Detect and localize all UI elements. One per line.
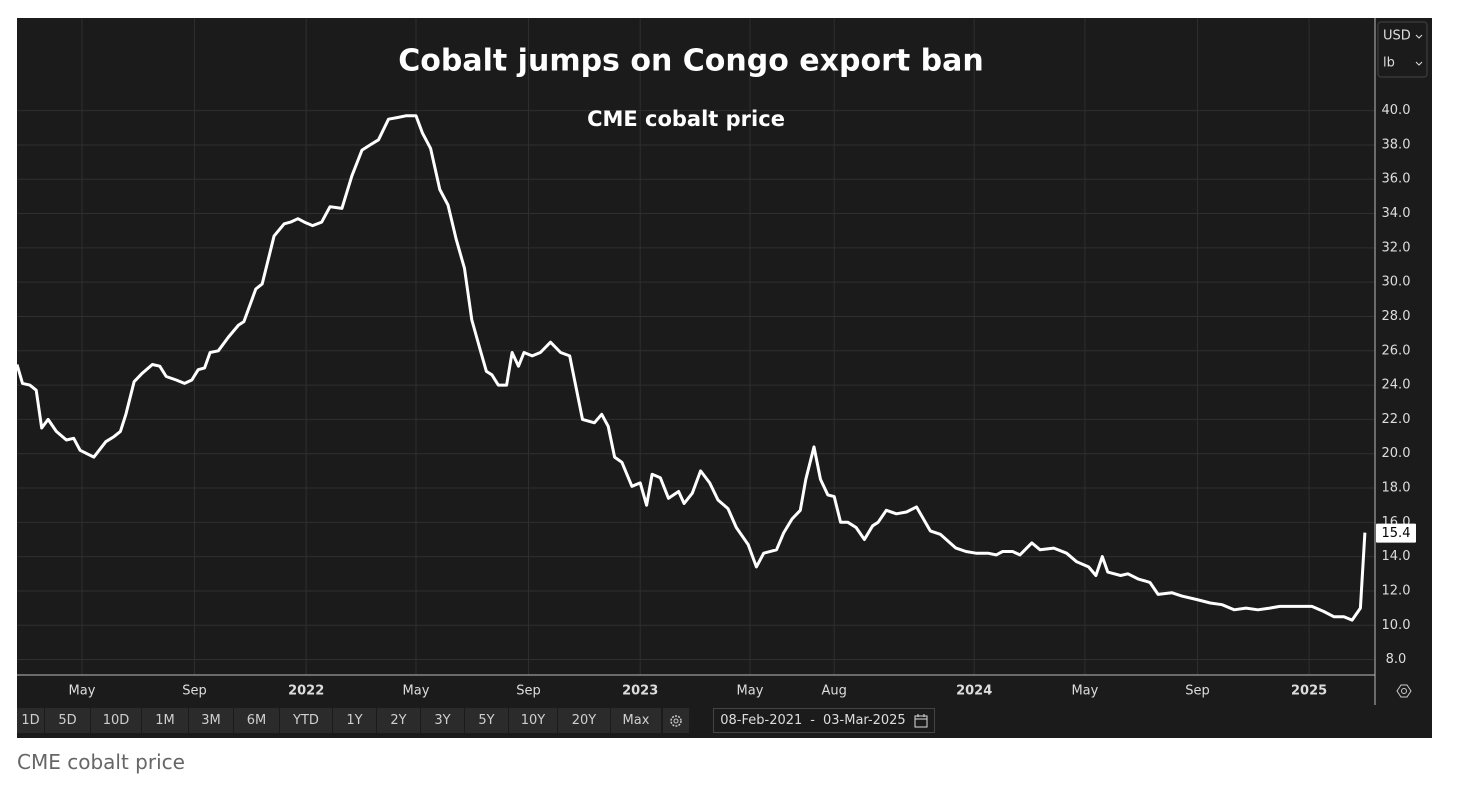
x-tick-label: 2025 [1291,684,1327,699]
last-value-tag [1376,523,1416,543]
settings-icon[interactable] [1396,684,1412,698]
range-button[interactable]: 2Y [377,708,420,733]
range-button[interactable]: Max [611,708,661,733]
x-tick-label: 2022 [288,684,324,699]
range-toolbar: 1D 5D 10D 1M 3M 6M YTD 1Y 2Y 3Y 5Y 10Y 20Y Max [17,708,689,733]
y-tick-label: 34.0 [1382,206,1411,221]
y-tick-label: 12.0 [1382,583,1411,598]
settings-hex [1396,684,1412,698]
grid [17,18,1375,675]
range-button[interactable]: 3M [189,708,233,733]
range-button[interactable]: 1Y [333,708,376,733]
chart-title: Cobalt jumps on Congo export ban [398,44,983,79]
chart-subtitle: CME cobalt price [587,107,785,131]
x-tick-label: May [403,684,430,699]
y-tick-label: 28.0 [1382,309,1411,324]
chevron [1415,34,1423,39]
x-tick-label: May [737,684,764,699]
y-tick-label: 8.0 [1386,652,1407,667]
range-button[interactable]: 1M [142,708,188,733]
calendar-icon [914,713,928,727]
y-tick-label: 14.0 [1382,549,1411,564]
gear-icon [670,714,682,727]
x-tick-label: Aug [821,684,846,699]
range-button[interactable]: 6M [234,708,279,733]
currency-select[interactable]: USD [1383,29,1411,44]
y-tick-label: 18.0 [1382,481,1411,496]
date-range[interactable]: 08-Feb-2021 - 03-Mar-2025 [713,708,935,733]
range-button[interactable]: 10D [91,708,141,733]
y-tick-label: 38.0 [1382,137,1411,152]
x-tick-label: Sep [516,684,541,699]
y-tick-label: 40.0 [1382,103,1411,118]
y-tick-label: 24.0 [1382,378,1411,393]
chevron [1415,61,1423,66]
range-button[interactable]: 20Y [558,708,610,733]
price-line [15,114,1367,622]
y-tick-label: 10.0 [1382,618,1411,633]
y-tick-label: 36.0 [1382,172,1411,187]
x-tick-label: May [69,684,96,699]
range-button[interactable]: YTD [280,708,332,733]
date-to: 03-Mar-2025 [823,713,906,728]
x-tick-label: Sep [1185,684,1210,699]
range-button[interactable]: 1D [17,708,44,733]
range-button[interactable]: 5D [45,708,90,733]
chart-background [17,18,1432,738]
y-tick-label: 22.0 [1382,412,1411,427]
settings-button[interactable] [663,708,689,733]
caption: CME cobalt price [17,750,185,774]
y-tick-label: 26.0 [1382,343,1411,358]
y-tick-label: 32.0 [1382,240,1411,255]
date-from: 08-Feb-2021 [720,713,803,728]
range-button[interactable]: 10Y [509,708,557,733]
y-tick-label: 30.0 [1382,275,1411,290]
x-tick-label: May [1071,684,1098,699]
x-tick-label: 2023 [622,684,658,699]
unit-select[interactable]: lb [1383,56,1395,71]
x-tick-label: 2024 [956,684,992,699]
last-value-label: 15.4 [1382,526,1411,541]
y-tick-label: 20.0 [1382,446,1411,461]
unit-selector[interactable] [1377,21,1428,78]
range-button[interactable]: 5Y [465,708,508,733]
settings-dot [1401,688,1407,694]
x-tick-label: Sep [182,684,207,699]
date-separator: - [810,713,815,728]
range-button[interactable]: 3Y [421,708,464,733]
